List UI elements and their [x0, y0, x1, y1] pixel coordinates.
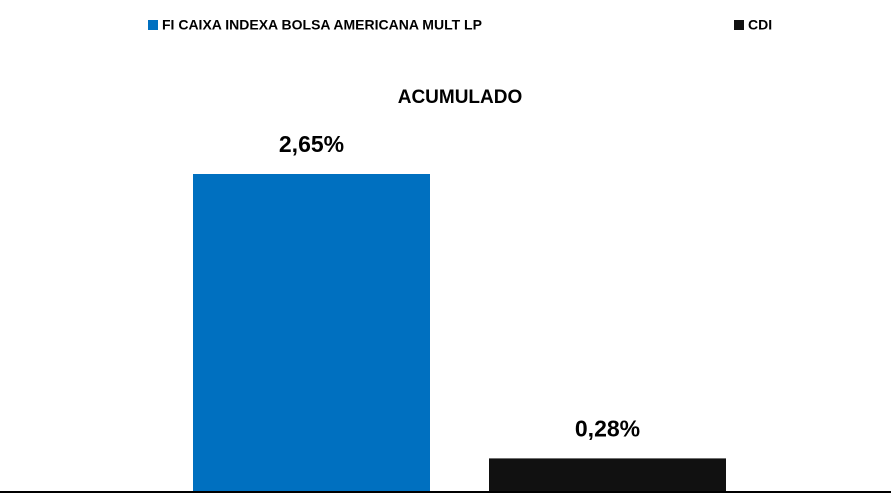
value-label: 0,28%	[575, 415, 640, 441]
legend-label: CDI	[748, 17, 772, 33]
bar	[193, 174, 430, 492]
bar	[489, 458, 726, 492]
value-label: 2,65%	[279, 131, 344, 157]
chart-title: ACUMULADO	[398, 87, 523, 108]
legend-label: FI CAIXA INDEXA BOLSA AMERICANA MULT LP	[162, 17, 482, 33]
legend-swatch	[148, 20, 158, 30]
legend-swatch	[734, 20, 744, 30]
